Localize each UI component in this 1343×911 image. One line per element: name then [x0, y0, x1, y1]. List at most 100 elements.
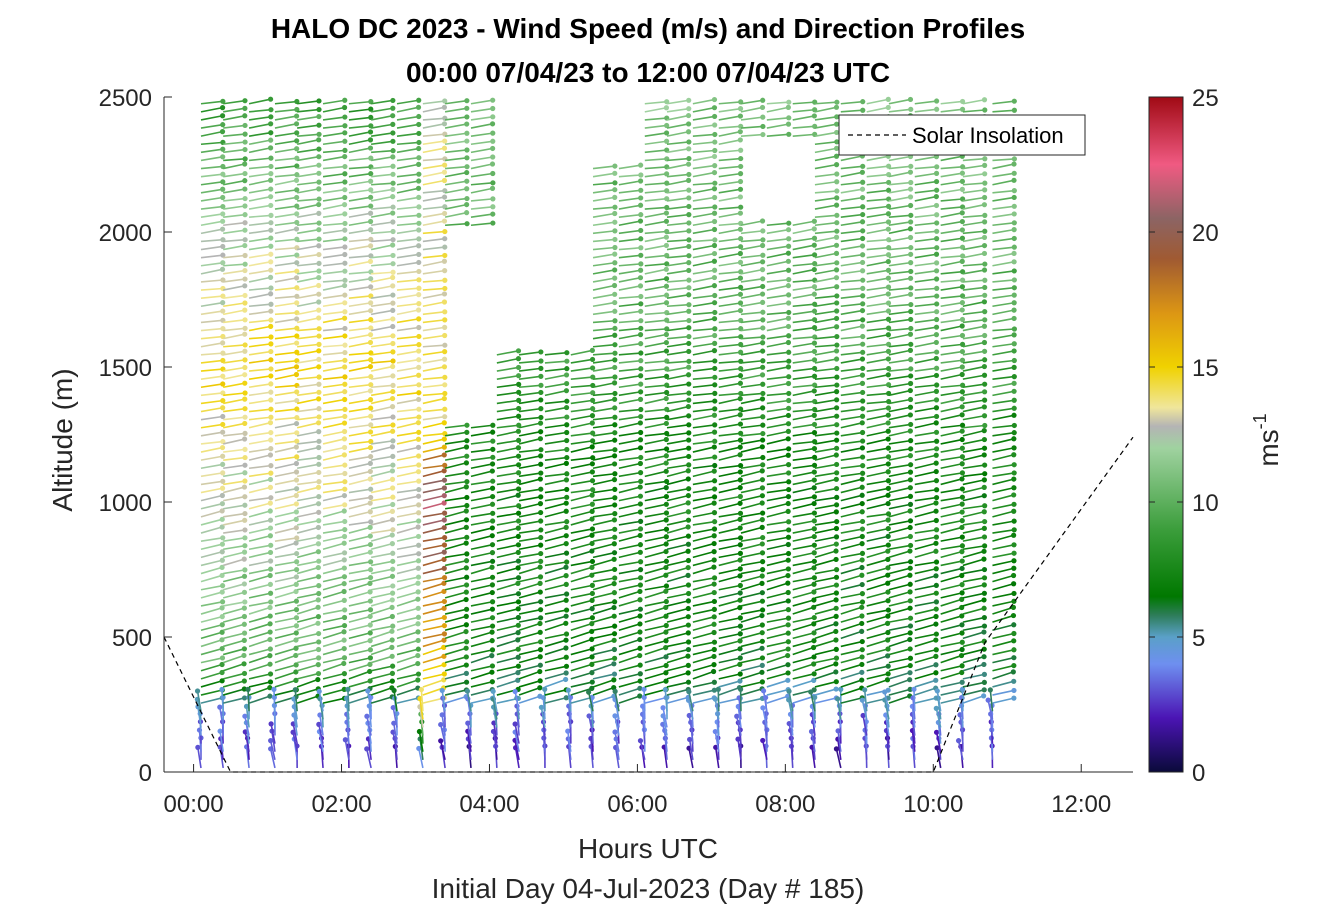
- wind-barb-tip: [538, 389, 544, 396]
- wind-barb-tip: [959, 258, 965, 264]
- wind-barb-shaft: [718, 575, 741, 583]
- wind-barb-shaft: [422, 334, 445, 340]
- wind-barb-tip: [219, 599, 226, 605]
- wind-barb-tip: [537, 629, 543, 635]
- wind-barbs: [194, 96, 1018, 769]
- wind-barb-tip: [811, 533, 817, 540]
- wind-barb-tip: [537, 501, 544, 507]
- wind-barb-tip: [737, 194, 744, 200]
- wind-barb-tip: [242, 161, 248, 167]
- wind-barb-tip: [217, 728, 223, 734]
- wind-barb-tip: [563, 508, 569, 514]
- wind-barb-shaft: [296, 366, 319, 372]
- wind-barb-shaft: [544, 448, 567, 453]
- wind-barb-tip: [685, 524, 691, 530]
- wind-barb-shaft: [200, 689, 223, 696]
- wind-barb-shaft: [692, 212, 715, 218]
- wind-barb-tip: [737, 510, 744, 516]
- wind-barb-tip: [833, 621, 839, 627]
- wind-barb-tip: [1011, 292, 1017, 298]
- wind-barb-tip: [439, 712, 445, 718]
- wind-barb-shaft: [888, 287, 911, 291]
- wind-barb-tip: [1010, 612, 1017, 619]
- wind-barb-tip: [416, 372, 422, 378]
- wind-barb-shaft: [544, 351, 567, 356]
- wind-barb-tip: [389, 573, 396, 579]
- wind-barb-shaft: [496, 357, 519, 364]
- wind-barb-shaft: [396, 438, 419, 445]
- wind-barb-tip: [537, 678, 543, 684]
- wind-barb-shaft: [496, 471, 519, 478]
- wind-barb-tip: [638, 389, 644, 395]
- wind-barb-tip: [885, 511, 892, 517]
- wind-barb-shaft: [248, 359, 271, 364]
- wind-barb-tip: [365, 688, 371, 694]
- wind-barb-shaft: [992, 567, 1015, 575]
- wind-barb-shaft: [718, 107, 741, 113]
- wind-barb-shaft: [444, 116, 467, 121]
- wind-barb-shaft: [840, 559, 863, 567]
- wind-barb-shaft: [718, 149, 741, 154]
- wind-barb-tip: [859, 372, 866, 378]
- wind-barb-tip: [415, 605, 421, 611]
- wind-barb-tip: [786, 527, 792, 533]
- wind-barb-tip: [685, 630, 691, 636]
- wind-barb-tip: [342, 251, 348, 258]
- wind-barb-tip: [515, 364, 522, 371]
- wind-barb-shaft: [422, 536, 445, 542]
- wind-barb-tip: [907, 380, 914, 387]
- wind-barb-shaft: [766, 510, 789, 518]
- wind-barb-tip: [981, 671, 988, 677]
- wind-barb-shaft: [444, 203, 467, 210]
- wind-barb-shaft: [274, 115, 297, 121]
- wind-barb-shaft: [444, 140, 467, 146]
- wind-barb-tip: [612, 688, 618, 694]
- wind-barb-tip: [512, 688, 518, 695]
- wind-barb-tip: [515, 542, 522, 548]
- wind-barb-tip: [885, 492, 891, 498]
- wind-barb-tip: [515, 622, 521, 628]
- wind-barb-shaft: [274, 342, 297, 348]
- wind-barb-shaft: [348, 147, 371, 154]
- wind-barb-shaft: [866, 544, 889, 551]
- wind-barb-shaft: [370, 585, 393, 591]
- wind-barb-tip: [416, 194, 422, 200]
- wind-barb-shaft: [296, 511, 319, 518]
- wind-barb-tip: [489, 638, 495, 644]
- wind-barb-shaft: [322, 609, 345, 615]
- wind-barb-tip: [342, 194, 348, 201]
- wind-barb-tip: [268, 429, 274, 436]
- wind-barb-tip: [342, 342, 348, 348]
- wind-barb-tip: [711, 621, 717, 627]
- wind-barb-shaft: [223, 269, 246, 275]
- wind-barb-tip: [515, 492, 521, 498]
- wind-barb-shaft: [544, 360, 567, 364]
- wind-barb-shaft: [814, 630, 837, 640]
- wind-barb-tip: [589, 615, 595, 621]
- wind-barb-shaft: [814, 697, 837, 704]
- wind-barb-tip: [242, 430, 248, 436]
- wind-barb-shaft: [740, 327, 763, 332]
- wind-barb-tip: [589, 420, 595, 426]
- wind-barb-shaft: [692, 681, 715, 688]
- wind-barb-tip: [664, 147, 670, 153]
- wind-barb-tip: [316, 406, 322, 412]
- wind-barb-shaft: [274, 351, 297, 356]
- wind-barb-tip: [268, 470, 274, 476]
- wind-barb-shaft: [592, 253, 615, 259]
- wind-barb-shaft: [692, 376, 715, 380]
- wind-barb-tip: [786, 349, 792, 355]
- wind-barb-shaft: [940, 390, 963, 397]
- wind-barb-tip: [737, 250, 743, 257]
- wind-barb-shaft: [840, 552, 863, 559]
- wind-barb-shaft: [496, 415, 519, 421]
- wind-barb-shaft: [766, 382, 789, 389]
- wind-barb-tip: [464, 479, 470, 485]
- wind-barb-tip: [612, 187, 618, 193]
- wind-barb-tip: [416, 121, 422, 128]
- wind-barb-shaft: [718, 471, 741, 478]
- wind-barb-tip: [390, 237, 396, 243]
- wind-barb-shaft: [322, 582, 345, 591]
- wind-barb-tip: [686, 486, 692, 492]
- wind-barb-shaft: [570, 638, 592, 648]
